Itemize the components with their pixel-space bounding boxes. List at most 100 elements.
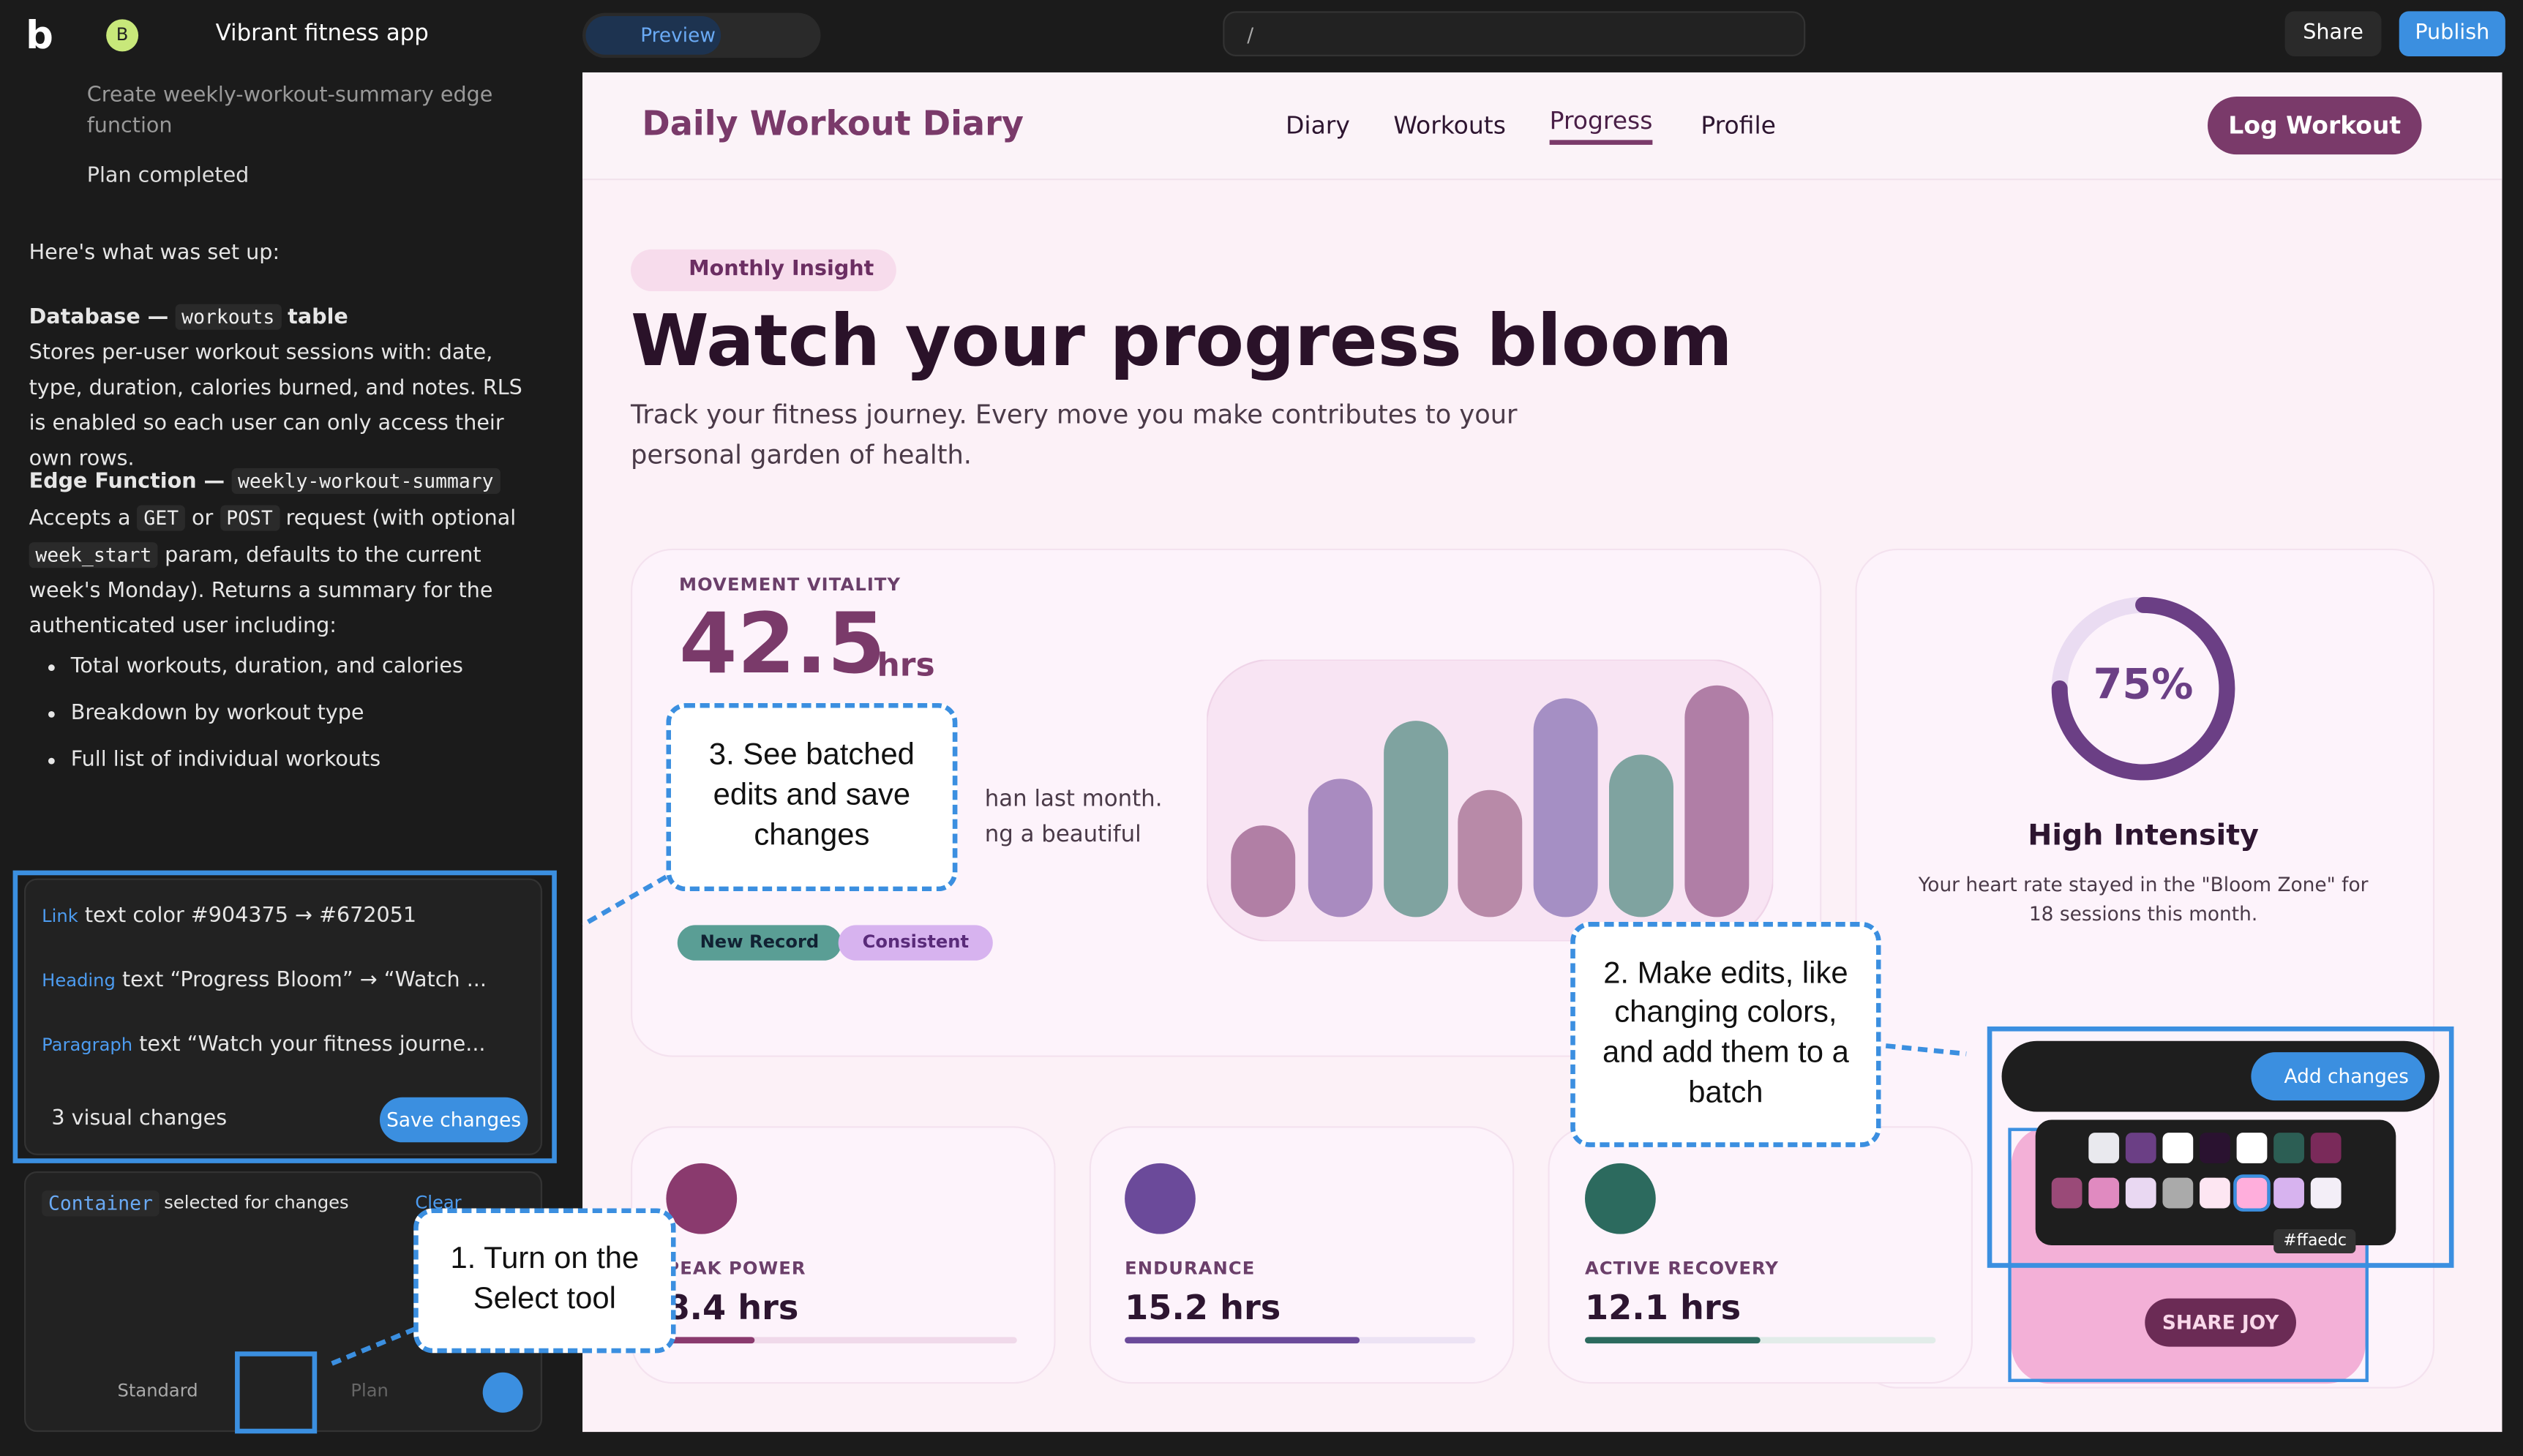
save-button[interactable]: Save changes bbox=[379, 1097, 528, 1143]
bar-shape bbox=[1231, 825, 1296, 917]
stat-value: 12.1 hrs bbox=[1585, 1288, 1742, 1328]
mode-select[interactable]: Standard bbox=[117, 1380, 198, 1402]
callout: 2. Make edits, like changing colors, and… bbox=[1570, 922, 1881, 1147]
change-tag: Paragraph bbox=[42, 1034, 133, 1056]
share-button[interactable]: SHARE JOY bbox=[2145, 1298, 2296, 1347]
plan-step: Plan completed bbox=[86, 164, 250, 189]
send-button[interactable] bbox=[482, 1372, 523, 1413]
stat-track bbox=[1125, 1337, 1476, 1344]
intensity-title: High Intensity bbox=[2028, 819, 2259, 853]
nav-link[interactable]: Workouts bbox=[1393, 110, 1506, 140]
arrow bbox=[581, 874, 668, 928]
stat-label: ENDURANCE bbox=[1125, 1258, 1256, 1280]
fn-title: Edge Function — bbox=[29, 470, 225, 495]
intensity-ring bbox=[2051, 596, 2235, 781]
vitality-unit: hrs bbox=[877, 645, 935, 684]
code: week_start bbox=[29, 542, 159, 568]
project-name[interactable]: Vibrant fitness app bbox=[215, 20, 429, 47]
change-item[interactable]: Link text color #904375 → #672051 bbox=[42, 904, 416, 928]
logo[interactable]: b bbox=[26, 12, 53, 59]
change-item[interactable]: Paragraph text “Watch your fitness journ… bbox=[42, 1033, 485, 1057]
nav-link[interactable]: Profile bbox=[1701, 110, 1776, 140]
brand[interactable]: Daily Workout Diary bbox=[642, 104, 1024, 143]
stat-label: ACTIVE RECOVERY bbox=[1585, 1258, 1780, 1280]
fn-section: Edge Function — weekly-workout-summary A… bbox=[29, 463, 544, 645]
cta-button[interactable]: Log Workout bbox=[2208, 96, 2422, 155]
db-word: table bbox=[288, 305, 348, 330]
vitality-text: ng a beautiful bbox=[984, 822, 1141, 848]
bar-shape bbox=[1533, 698, 1598, 917]
callout: 1. Turn on the Select tool bbox=[413, 1208, 676, 1354]
plan-step: Create weekly-workout-summary edge funct… bbox=[86, 83, 493, 139]
ring-progress bbox=[2051, 596, 2235, 781]
preview-tab[interactable]: Preview bbox=[585, 15, 721, 55]
nav-link[interactable]: Progress bbox=[1549, 106, 1653, 145]
change-text: text “Progress Bloom” → “Watch ... bbox=[121, 968, 487, 993]
intro: Here's what was set up: bbox=[29, 241, 280, 266]
tag: Consistent bbox=[838, 925, 994, 961]
stat-icon bbox=[1585, 1163, 1656, 1234]
share-button[interactable]: Share bbox=[2284, 11, 2382, 56]
change-item[interactable]: Heading text “Progress Bloom” → “Watch .… bbox=[42, 969, 487, 993]
change-tag: Link bbox=[42, 906, 78, 927]
callout: 3. See batched edits and save changes bbox=[666, 702, 958, 892]
code: workouts bbox=[175, 304, 282, 330]
highlight bbox=[1987, 1026, 2454, 1268]
bullet: Full list of individual workouts bbox=[71, 737, 586, 784]
select-tool[interactable] bbox=[235, 1351, 318, 1434]
arrow bbox=[1885, 1043, 1967, 1057]
hex-tooltip: #ffaedc bbox=[2273, 1229, 2357, 1254]
bar-shape bbox=[1609, 754, 1673, 917]
bullet: Total workouts, duration, and calories bbox=[71, 644, 586, 691]
bar-shape bbox=[1384, 721, 1449, 917]
intensity-text: Your heart rate stayed in the "Bloom Zon… bbox=[1918, 874, 2369, 926]
stat-track bbox=[666, 1337, 1017, 1344]
stat-label: PEAK POWER bbox=[666, 1258, 806, 1280]
selection-tag: Container bbox=[42, 1190, 160, 1217]
selection-text: selected for changes bbox=[164, 1192, 349, 1214]
vitality-text: han last month. bbox=[984, 787, 1163, 813]
change-text: text color #904375 → #672051 bbox=[84, 904, 417, 928]
stat-icon bbox=[666, 1163, 738, 1234]
bar-shape bbox=[1684, 685, 1750, 917]
plan-toggle[interactable]: Plan bbox=[350, 1380, 389, 1402]
heading: Watch your progress bloom bbox=[631, 301, 1733, 383]
code: weekly-workout-summary bbox=[231, 468, 501, 495]
change-count[interactable]: 3 visual changes bbox=[51, 1106, 228, 1131]
app-header bbox=[582, 72, 2503, 181]
bar-shape bbox=[1458, 789, 1523, 917]
db-section: Database — workouts table Stores per-use… bbox=[29, 299, 544, 478]
arrow bbox=[329, 1326, 416, 1367]
stat-track bbox=[1585, 1337, 1936, 1344]
publish-button[interactable]: Publish bbox=[2399, 11, 2505, 56]
highlight bbox=[12, 870, 557, 1163]
stat-value: 15.2 hrs bbox=[1125, 1288, 1281, 1328]
vitality-value: 42.5 bbox=[678, 596, 886, 694]
tag: New Record bbox=[677, 925, 842, 961]
code: POST bbox=[220, 505, 280, 531]
url-bar[interactable]: / bbox=[1223, 11, 1806, 56]
subheading: Track your fitness journey. Every move y… bbox=[631, 399, 1518, 470]
db-title: Database — bbox=[29, 305, 169, 330]
avatar[interactable]: B bbox=[106, 19, 139, 52]
nav-link[interactable]: Diary bbox=[1286, 110, 1350, 140]
text: or bbox=[192, 506, 214, 531]
card-label: MOVEMENT VITALITY bbox=[678, 574, 901, 596]
add-changes-button[interactable]: Add changes bbox=[2251, 1052, 2425, 1101]
change-text: text “Watch your fitness journe... bbox=[139, 1032, 486, 1057]
ring-label: 75% bbox=[2093, 661, 2194, 710]
bar-illustration bbox=[1207, 659, 1774, 942]
stat-icon bbox=[1125, 1163, 1196, 1234]
stat-value: 8.4 hrs bbox=[666, 1288, 799, 1328]
text: param, defaults to the current week's Mo… bbox=[29, 544, 493, 639]
db-text: Stores per-user workout sessions with: d… bbox=[29, 341, 522, 472]
bullet: Breakdown by workout type bbox=[71, 690, 586, 737]
text: Accepts a bbox=[29, 506, 131, 531]
text: request (with optional bbox=[285, 506, 517, 531]
swatch-palette bbox=[2035, 1119, 2396, 1246]
badge: Monthly Insight bbox=[631, 249, 897, 292]
bar-shape bbox=[1308, 778, 1373, 917]
